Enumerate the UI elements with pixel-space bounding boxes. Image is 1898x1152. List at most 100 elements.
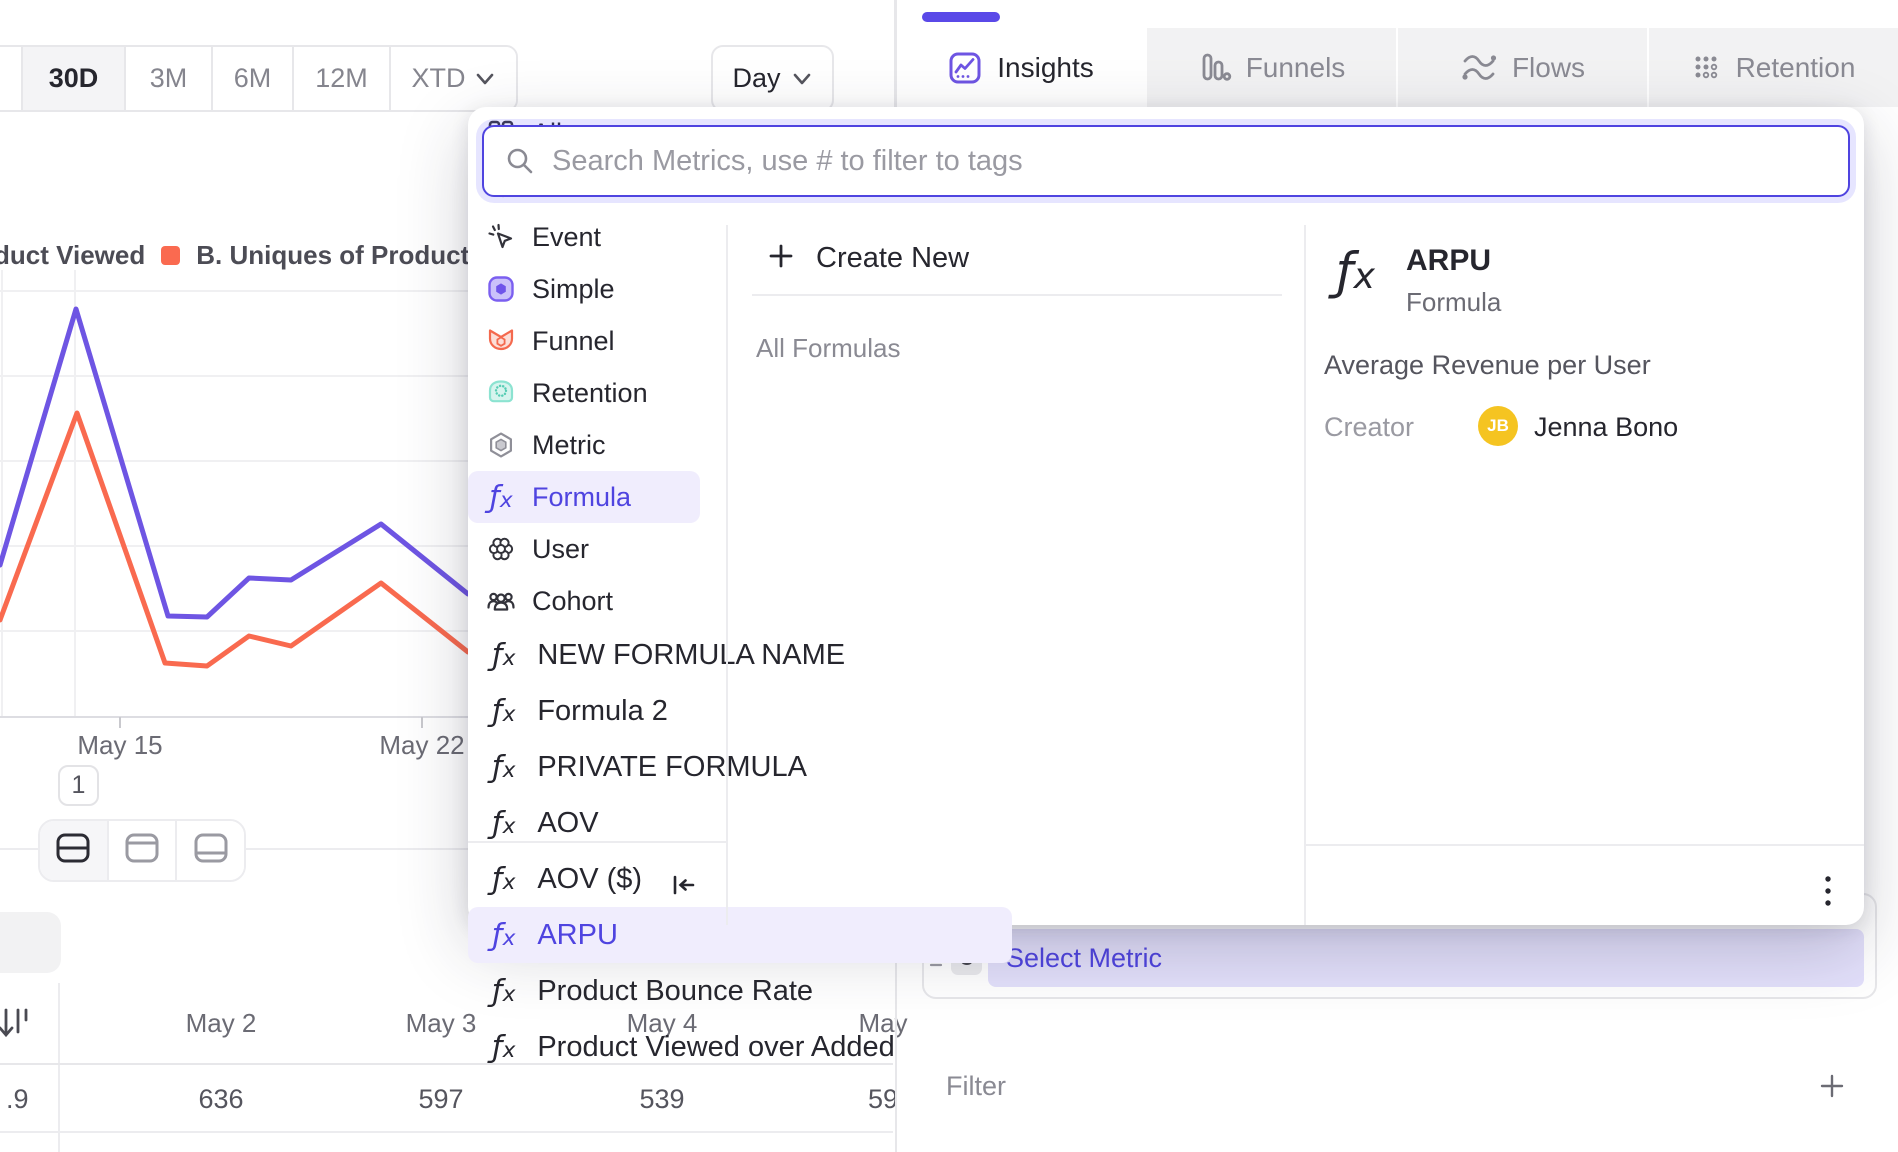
funnel-cat-icon: [484, 325, 518, 357]
tab-label: Funnels: [1245, 51, 1346, 83]
sidebar-item-metric[interactable]: Metric: [468, 419, 700, 471]
sidebar-item-formula[interactable]: ƒx Formula: [468, 471, 700, 523]
layout-button-bottom[interactable]: [177, 821, 244, 880]
table-cell: 597: [418, 1084, 464, 1114]
filter-section-label: Filter: [946, 1071, 1006, 1101]
formula-name: Product Bounce Rate: [537, 974, 814, 1007]
detail-type: Formula: [1406, 287, 1502, 317]
collapse-sidebar-icon[interactable]: [668, 871, 698, 904]
table-header-cell[interactable]: May: [858, 1008, 908, 1038]
funnels-icon: [1198, 51, 1232, 85]
layout-button-split[interactable]: [40, 821, 109, 880]
formula-name: AOV ($): [537, 862, 643, 895]
sidebar-item-funnel[interactable]: Funnel: [468, 315, 700, 367]
layout-split-h-icon: [54, 831, 92, 870]
select-metric-field[interactable]: [988, 929, 1864, 987]
fx-icon: ƒx: [492, 917, 516, 953]
fx-icon: ƒx: [492, 749, 516, 785]
avatar: JB: [1478, 406, 1518, 446]
formula-item-product-bounce-rate[interactable]: ƒx Product Bounce Rate: [468, 963, 1012, 1019]
detail-footer-divider: [1304, 844, 1864, 846]
flows-icon: [1460, 51, 1498, 85]
sidebar-item-retention[interactable]: Retention: [468, 367, 700, 419]
metric-cat-icon: [484, 429, 518, 461]
sidebar-item-label: Simple: [532, 273, 615, 304]
formula-item-arpu[interactable]: ƒx ARPU: [468, 907, 1012, 963]
range-button-xtd[interactable]: XTD: [391, 47, 516, 110]
x-axis-label-may15: May 15: [77, 730, 163, 760]
pagination-page-button[interactable]: 1: [58, 765, 99, 806]
sort-icon[interactable]: [0, 1002, 34, 1051]
create-new-button[interactable]: Create New: [766, 231, 1286, 285]
legend-swatch-orange: [161, 245, 181, 265]
table-header-cell[interactable]: May 4: [626, 1008, 698, 1038]
plus-icon: [766, 241, 796, 276]
sidebar-item-simple[interactable]: Simple: [468, 263, 700, 315]
sidebar-item-label: Formula: [532, 481, 632, 512]
sidebar-item-user[interactable]: User: [468, 523, 700, 575]
table-header-cell[interactable]: May 2: [185, 1008, 257, 1038]
report-tab-bar: Insights Funnels Flows Retention: [896, 28, 1898, 107]
layout-button-top[interactable]: [108, 821, 178, 880]
formula-name: ARPU: [537, 918, 618, 951]
select-metric-label[interactable]: Select Metric: [1006, 943, 1163, 973]
table-header-divider: [0, 1063, 893, 1065]
formula-item-new-formula-name[interactable]: ƒx NEW FORMULA NAME: [468, 627, 1012, 683]
sidebar-footer-divider: [468, 841, 726, 843]
formula-item-private-formula[interactable]: ƒx PRIVATE FORMULA: [468, 739, 1012, 795]
modal-column-divider: [726, 225, 728, 925]
sidebar-item-cohort[interactable]: Cohort: [468, 575, 700, 627]
formula-name: AOV: [537, 806, 599, 839]
formula-item-aov-[interactable]: ƒx AOV ($): [468, 851, 1012, 907]
range-button-6m[interactable]: 6M: [213, 47, 294, 110]
formula-name: PRIVATE FORMULA: [537, 750, 807, 783]
metric-picker-modal: AllVerifiedEventSimpleFunnelRetentionMet…: [468, 107, 1864, 1065]
table-header-cell[interactable]: May 3: [405, 1008, 477, 1038]
tab-insights[interactable]: Insights: [896, 28, 1145, 107]
tab-label: Flows: [1511, 51, 1586, 83]
fx-icon: ƒx: [492, 1029, 516, 1065]
search-field[interactable]: [482, 125, 1850, 197]
date-range-control: 30D 3M 6M 12M XTD: [0, 45, 518, 112]
x-axis-label-may22: May 22: [379, 730, 465, 760]
search-input[interactable]: [550, 143, 1848, 179]
formula-fx-icon-large: ƒx: [1336, 242, 1375, 300]
formula-section-title: All Formulas: [756, 333, 901, 363]
tab-funnels[interactable]: Funnels: [1145, 28, 1396, 107]
formula-item-product-viewed-over-added[interactable]: ƒx Product Viewed over Added: [468, 1019, 1012, 1075]
layout-toggle-group: [38, 819, 246, 882]
tab-label: Retention: [1735, 51, 1856, 83]
creator-name: Jenna Bono: [1534, 412, 1679, 442]
tab-retention[interactable]: Retention: [1647, 28, 1898, 107]
retention-cat-icon: [484, 377, 518, 409]
sidebar-item-label: Funnel: [532, 325, 615, 356]
granularity-label: Day: [732, 63, 781, 93]
formula-item-aov[interactable]: ƒx AOV: [468, 795, 1012, 851]
legend-item-a[interactable]: duct Viewed: [0, 239, 146, 270]
add-filter-button[interactable]: [1818, 1072, 1846, 1105]
granularity-dropdown[interactable]: Day: [711, 45, 834, 112]
range-button-3m[interactable]: 3M: [126, 47, 213, 110]
kebab-menu-icon[interactable]: [1810, 871, 1846, 911]
range-button-12m[interactable]: 12M: [294, 47, 391, 110]
sidebar-item-label: User: [532, 533, 590, 564]
sidebar-item-event[interactable]: Event: [468, 211, 700, 263]
formula-name: Product Viewed over Added: [537, 1030, 895, 1063]
formula-item-formula-2[interactable]: ƒx Formula 2: [468, 683, 1012, 739]
fx-icon: ƒx: [492, 693, 516, 729]
simple-icon: [484, 273, 518, 305]
series-line-orange[interactable]: [0, 410, 471, 669]
tab-flows[interactable]: Flows: [1396, 28, 1647, 107]
sidebar-item-label: Metric: [532, 429, 606, 460]
creator-label: Creator: [1324, 412, 1415, 442]
range-partial[interactable]: [0, 47, 23, 110]
create-new-label: Create New: [816, 241, 970, 274]
fx-icon: ƒx: [492, 637, 516, 673]
table-row-divider: [0, 1131, 893, 1133]
retention-tab-icon: [1692, 53, 1722, 83]
range-button-30d[interactable]: 30D: [23, 47, 126, 110]
layout-bottom-icon: [192, 831, 230, 870]
fx-icon: ƒx: [492, 973, 516, 1009]
series-line-purple[interactable]: [0, 306, 471, 620]
